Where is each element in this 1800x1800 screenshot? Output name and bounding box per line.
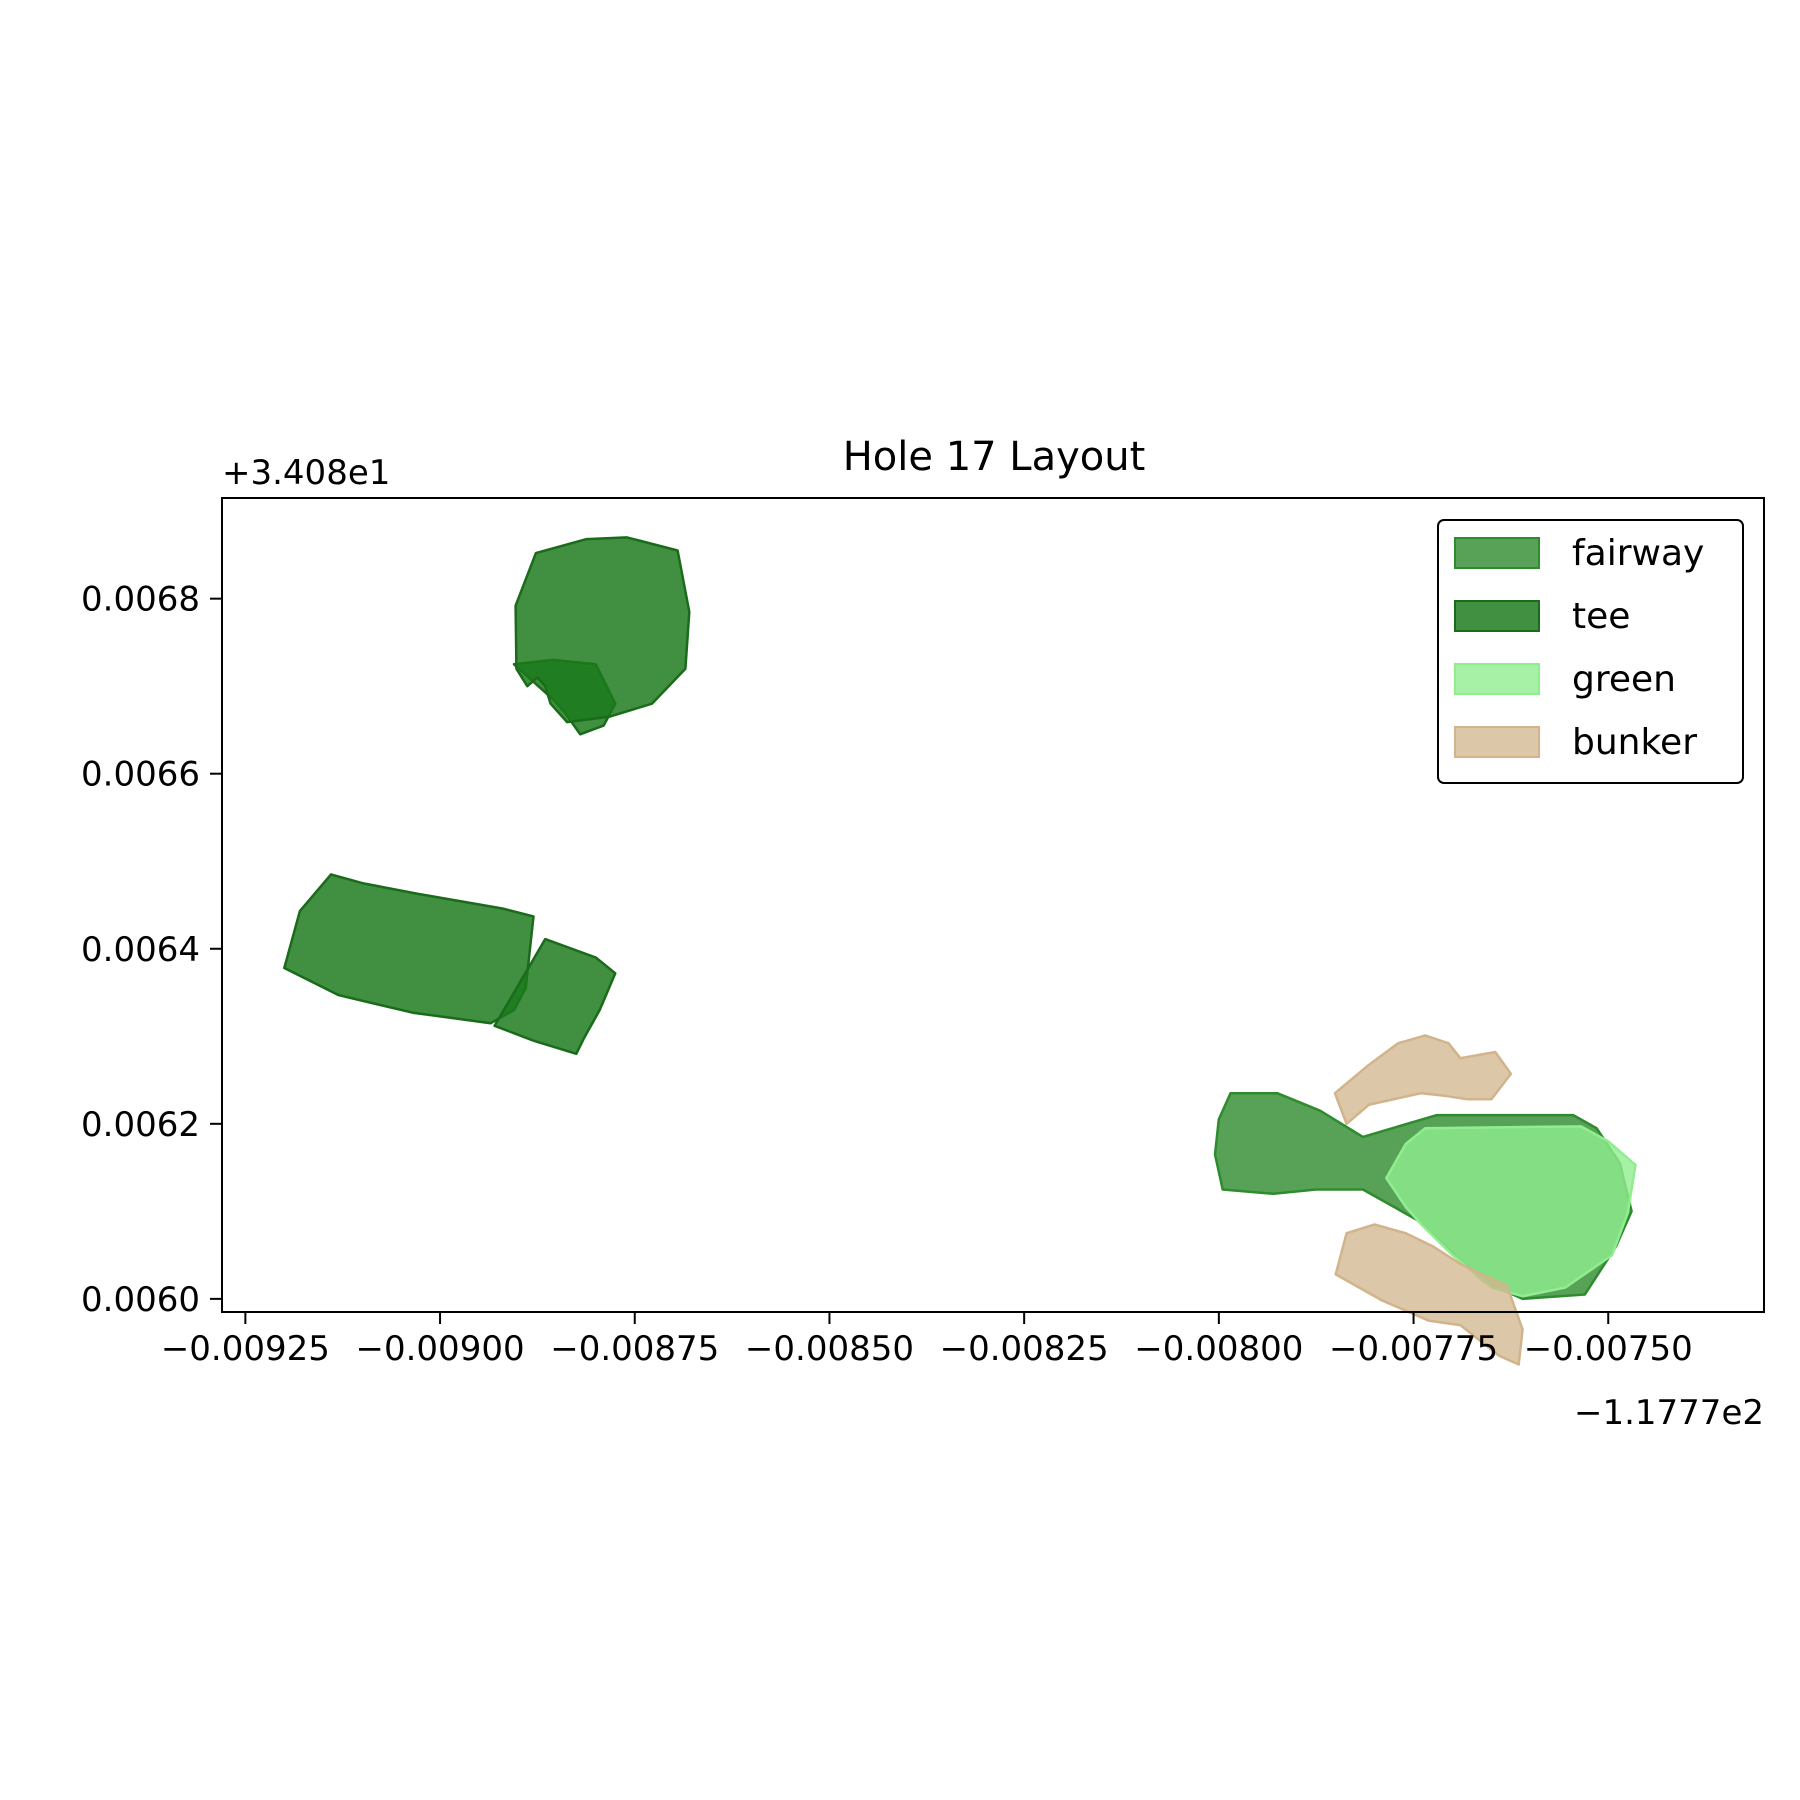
x-tick-label: −0.00850 [745, 1329, 914, 1369]
x-tick-label: −0.00825 [940, 1329, 1109, 1369]
x-tick-label: −0.00775 [1329, 1329, 1498, 1369]
legend-swatch-green [1454, 663, 1540, 695]
green-polygon-1 [1385, 1125, 1637, 1298]
legend-swatch-tee [1454, 600, 1540, 632]
legend-label-bunker: bunker [1572, 722, 1697, 763]
x-offset-text: −1.1777e2 [1574, 1393, 1764, 1433]
x-tick-label: −0.00875 [550, 1329, 719, 1369]
x-tick-label: −0.00750 [1524, 1329, 1693, 1369]
tee-polygon-4 [493, 937, 617, 1056]
y-tick-label: 0.0066 [81, 755, 200, 795]
x-axis: −0.00925 −0.00900 −0.00875 −0.00850 −0.00825… [161, 1312, 1693, 1369]
bunker-polygon-1 [1333, 1034, 1513, 1126]
legend-items: fairway tee green bunker [1454, 533, 1704, 763]
legend-swatch-fairway [1454, 537, 1540, 569]
axes-frame [221, 497, 1765, 1313]
y-tick-label: 0.0062 [81, 1105, 200, 1145]
x-tick-label: −0.00800 [1134, 1329, 1303, 1369]
y-axis: 0.0060 0.0062 0.0064 0.0066 0.0068 [81, 580, 222, 1320]
tee-polygon-2 [514, 536, 691, 724]
x-tick-label: −0.00925 [161, 1329, 330, 1369]
legend-label-green: green [1572, 659, 1676, 700]
chart-title: Hole 17 Layout [843, 434, 1146, 480]
legend: fairway tee green bunker [1437, 519, 1744, 784]
x-tick-label: −0.00900 [356, 1329, 525, 1369]
plot-polygons [283, 536, 1637, 1366]
legend-label-fairway: fairway [1572, 533, 1704, 574]
legend-frame [1437, 519, 1744, 784]
y-tick-label: 0.0060 [81, 1280, 200, 1320]
y-tick-label: 0.0068 [81, 580, 200, 620]
bunker-polygon-2 [1334, 1223, 1524, 1366]
legend-swatch-bunker [1454, 726, 1540, 758]
y-tick-label: 0.0064 [81, 930, 200, 970]
y-offset-text: +3.408e1 [222, 453, 390, 493]
legend-label-tee: tee [1572, 596, 1630, 637]
